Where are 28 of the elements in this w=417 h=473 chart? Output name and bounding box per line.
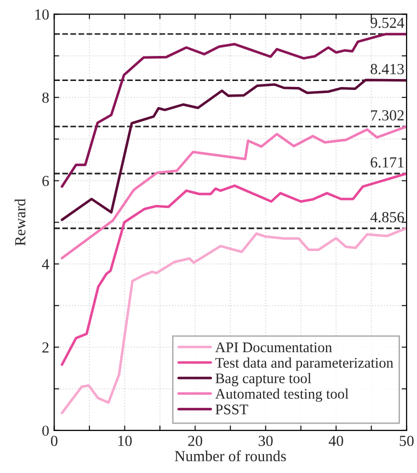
ref-line-label: 4.856 xyxy=(370,212,404,222)
ref-line-label: 9.524 xyxy=(370,18,404,28)
x-tick-label: 0 xyxy=(50,436,58,446)
line-series xyxy=(60,32,407,188)
legend-label: Automated testing tool xyxy=(215,388,348,402)
x-tick-label: 20 xyxy=(188,436,202,446)
legend-label: API Documentation xyxy=(215,342,332,352)
ref-line-label: 7.302 xyxy=(371,110,404,121)
x-tick-label: 10 xyxy=(118,436,132,446)
x-axis-title: Number of rounds xyxy=(174,450,286,462)
y-tick-label: 0 xyxy=(42,426,49,436)
y-tick-label: 10 xyxy=(35,9,49,20)
y-tick-label: 4 xyxy=(42,259,50,270)
y-tick-label: 2 xyxy=(42,342,49,352)
y-tick-label: 6 xyxy=(42,176,49,186)
legend-label: PSST xyxy=(216,404,248,414)
x-tick-label: 30 xyxy=(258,436,273,446)
legend-label: Bag capture tool xyxy=(216,372,312,386)
line-series xyxy=(60,226,407,414)
y-tick-label: 8 xyxy=(42,92,49,103)
line-series xyxy=(60,78,407,222)
x-tick-label: 40 xyxy=(328,436,344,446)
legend-label: Test data and parameterization xyxy=(215,357,394,371)
y-axis-title: Reward xyxy=(14,198,26,246)
x-tick-label: 50 xyxy=(400,436,414,446)
ref-line-label: 6.171 xyxy=(370,157,404,168)
ref-line-label: 8.413 xyxy=(370,64,404,74)
line-series xyxy=(60,125,407,260)
